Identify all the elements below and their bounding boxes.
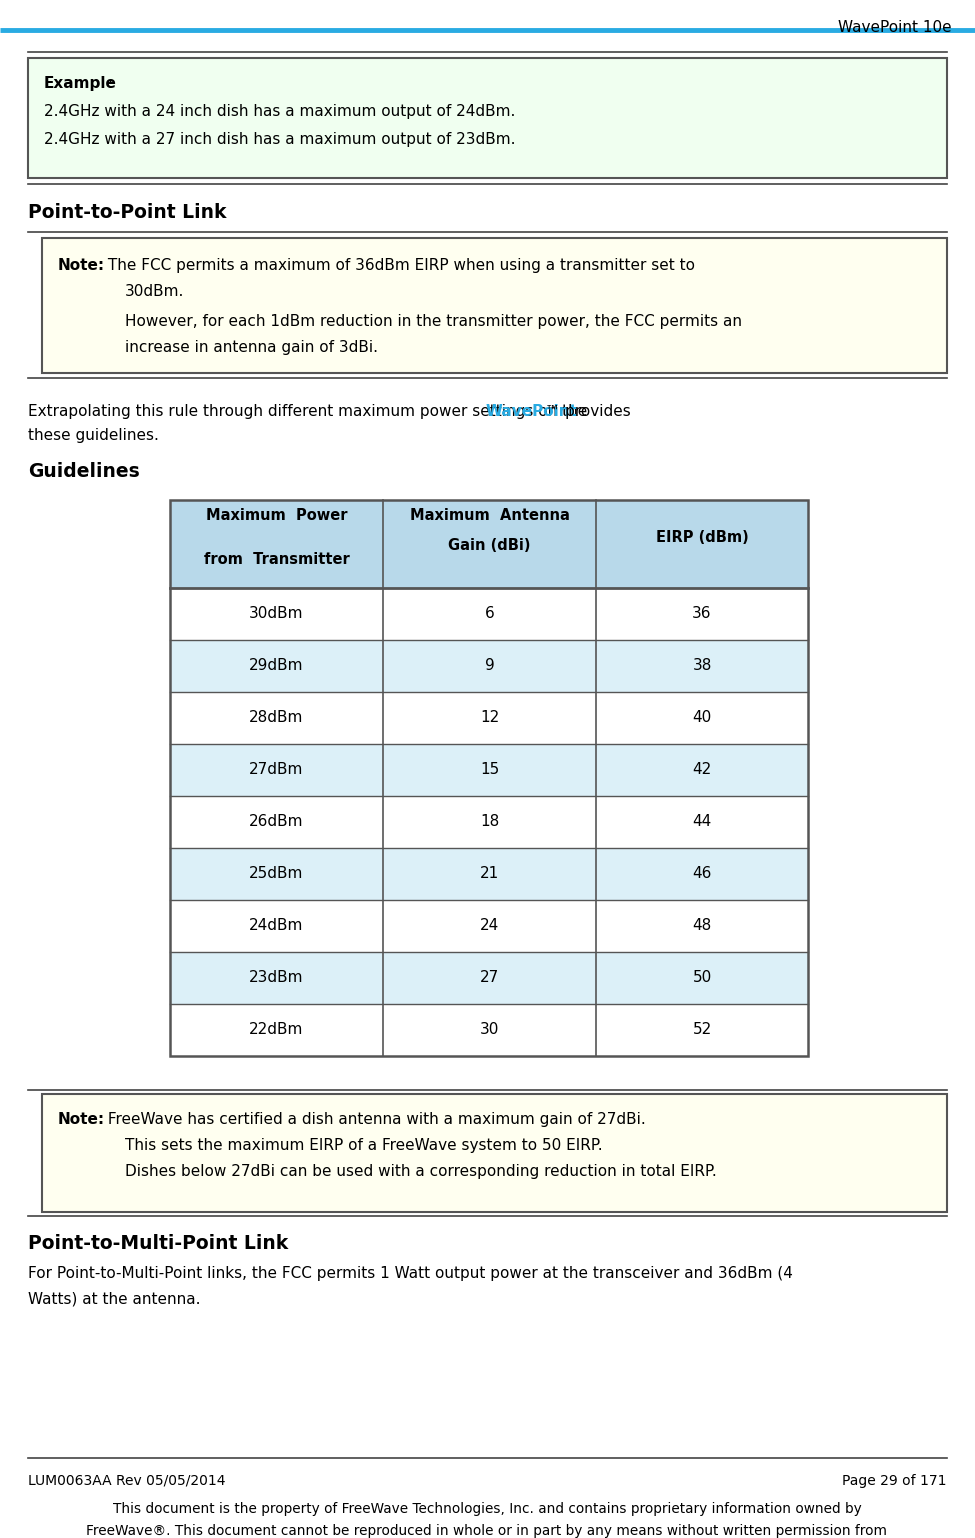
Text: 24dBm: 24dBm: [250, 918, 303, 934]
Text: Point-to-Point Link: Point-to-Point Link: [28, 203, 226, 221]
Text: Gain (dBi): Gain (dBi): [448, 538, 530, 554]
Text: 42: 42: [692, 763, 712, 778]
Text: 46: 46: [692, 866, 712, 881]
Text: FreeWave®. This document cannot be reproduced in whole or in part by any means w: FreeWave®. This document cannot be repro…: [87, 1524, 887, 1538]
Text: Maximum  Antenna: Maximum Antenna: [410, 508, 569, 523]
Text: these guidelines.: these guidelines.: [28, 428, 159, 443]
Text: from  Transmitter: from Transmitter: [204, 552, 349, 568]
Text: ™ provides: ™ provides: [545, 404, 631, 418]
Text: 12: 12: [480, 711, 499, 726]
Text: 21: 21: [480, 866, 499, 881]
FancyBboxPatch shape: [42, 238, 947, 374]
Text: For Point-to-Multi-Point links, the FCC permits 1 Watt output power at the trans: For Point-to-Multi-Point links, the FCC …: [28, 1266, 793, 1281]
Text: 15: 15: [480, 763, 499, 778]
Text: 27dBm: 27dBm: [250, 763, 303, 778]
FancyBboxPatch shape: [170, 640, 808, 692]
Text: This sets the maximum EIRP of a FreeWave system to 50 EIRP.: This sets the maximum EIRP of a FreeWave…: [125, 1138, 603, 1154]
FancyBboxPatch shape: [170, 952, 808, 1004]
Text: FreeWave has certified a dish antenna with a maximum gain of 27dBi.: FreeWave has certified a dish antenna wi…: [103, 1112, 645, 1127]
FancyBboxPatch shape: [42, 1094, 947, 1212]
Text: Maximum  Power: Maximum Power: [206, 508, 347, 523]
Text: 30dBm: 30dBm: [250, 606, 304, 621]
Text: 44: 44: [692, 815, 712, 829]
Text: Point-to-Multi-Point Link: Point-to-Multi-Point Link: [28, 1233, 289, 1253]
Text: Watts) at the antenna.: Watts) at the antenna.: [28, 1292, 201, 1307]
Text: The FCC permits a maximum of 36dBm EIRP when using a transmitter set to: The FCC permits a maximum of 36dBm EIRP …: [103, 258, 695, 274]
Text: :: :: [107, 75, 112, 91]
Text: However, for each 1dBm reduction in the transmitter power, the FCC permits an: However, for each 1dBm reduction in the …: [125, 314, 742, 329]
Text: 25dBm: 25dBm: [250, 866, 303, 881]
Text: 2.4GHz with a 24 inch dish has a maximum output of 24dBm.: 2.4GHz with a 24 inch dish has a maximum…: [44, 105, 516, 118]
FancyBboxPatch shape: [170, 500, 808, 588]
FancyBboxPatch shape: [28, 58, 947, 178]
FancyBboxPatch shape: [170, 847, 808, 900]
Text: WavePoint: WavePoint: [486, 404, 577, 418]
Text: 38: 38: [692, 658, 712, 674]
FancyBboxPatch shape: [170, 744, 808, 797]
Text: Guidelines: Guidelines: [28, 461, 139, 481]
Text: 40: 40: [692, 711, 712, 726]
Text: 9: 9: [485, 658, 494, 674]
Text: 6: 6: [485, 606, 494, 621]
Text: Note:: Note:: [58, 258, 105, 274]
Text: LUM0063AA Rev 05/05/2014: LUM0063AA Rev 05/05/2014: [28, 1473, 225, 1487]
Text: 29dBm: 29dBm: [250, 658, 304, 674]
Text: 2.4GHz with a 27 inch dish has a maximum output of 23dBm.: 2.4GHz with a 27 inch dish has a maximum…: [44, 132, 516, 148]
Text: Dishes below 27dBi can be used with a corresponding reduction in total EIRP.: Dishes below 27dBi can be used with a co…: [125, 1164, 717, 1180]
Text: 28dBm: 28dBm: [250, 711, 303, 726]
Text: WavePoint 10e: WavePoint 10e: [838, 20, 952, 35]
Text: 24: 24: [480, 918, 499, 934]
Text: This document is the property of FreeWave Technologies, Inc. and contains propri: This document is the property of FreeWav…: [113, 1503, 861, 1516]
Text: Page 29 of 171: Page 29 of 171: [842, 1473, 947, 1487]
Text: 23dBm: 23dBm: [250, 970, 304, 986]
Text: 18: 18: [480, 815, 499, 829]
Text: Example: Example: [44, 75, 117, 91]
Text: 30: 30: [480, 1023, 499, 1038]
Text: 22dBm: 22dBm: [250, 1023, 303, 1038]
Text: 50: 50: [692, 970, 712, 986]
Text: Extrapolating this rule through different maximum power settings on the: Extrapolating this rule through differen…: [28, 404, 592, 418]
Text: 52: 52: [692, 1023, 712, 1038]
Text: 27: 27: [480, 970, 499, 986]
Text: EIRP (dBm): EIRP (dBm): [655, 531, 749, 544]
Text: 30dBm.: 30dBm.: [125, 285, 184, 298]
Text: 26dBm: 26dBm: [250, 815, 304, 829]
Text: increase in antenna gain of 3dBi.: increase in antenna gain of 3dBi.: [125, 340, 378, 355]
Text: 36: 36: [692, 606, 712, 621]
Text: 48: 48: [692, 918, 712, 934]
Text: Note:: Note:: [58, 1112, 105, 1127]
